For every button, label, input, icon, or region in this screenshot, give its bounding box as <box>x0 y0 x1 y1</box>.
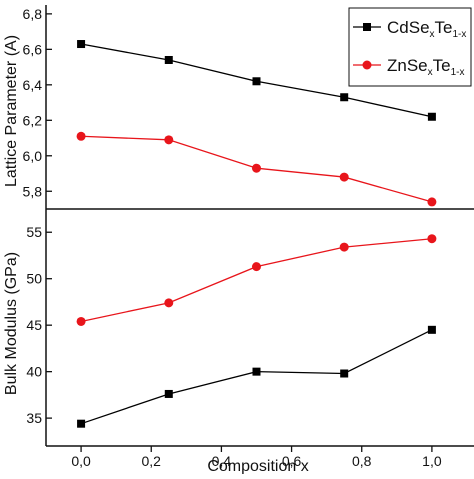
x-tick-label: 0,0 <box>71 453 91 469</box>
legend-series-1-label: CdSexTe1-x <box>387 18 466 40</box>
legend-series-2-label: ZnSexTe1-x <box>387 56 465 78</box>
lattice-y-axis-title: Lattice Parameter (A) <box>3 35 20 187</box>
bulk-y-tick-label: 40 <box>26 364 42 380</box>
bulk-series-1-line <box>80 329 433 425</box>
bulk-series-1-point <box>252 367 261 376</box>
lattice-series-1-point <box>77 40 86 49</box>
bulk-y-tick-label: 50 <box>26 271 42 287</box>
bulk-series-2-point <box>76 316 86 326</box>
lattice-series-2-point <box>164 135 174 145</box>
bulk-y-tick-label: 55 <box>26 224 42 240</box>
lattice-series-1-point <box>164 55 173 64</box>
bulk-series-2-point <box>339 242 349 252</box>
lattice-y-tick-label: 6,2 <box>23 112 43 128</box>
bulk-series-2-line <box>80 238 432 323</box>
bulk-series-1-point <box>164 389 173 398</box>
x-tick-label: 0,6 <box>282 453 302 469</box>
lattice-series-2-point <box>251 163 261 173</box>
bulk-series-1-point <box>427 325 436 334</box>
x-tick-label: 0,2 <box>142 453 162 469</box>
lattice-series-2-point <box>76 131 86 141</box>
lattice-series-1-point <box>427 112 436 121</box>
legend-series-2-marker <box>362 60 372 70</box>
x-axis-title: Composition x <box>207 458 308 474</box>
bulk-series-1-point <box>340 369 349 378</box>
bulk-y-tick-label: 45 <box>26 317 42 333</box>
lattice-series-2-point <box>339 172 349 182</box>
lattice-y-tick-label: 6,8 <box>23 6 43 22</box>
bulk-series-2-point <box>427 234 437 244</box>
bulk-series-2-point <box>251 262 261 272</box>
x-tick-label: 0,4 <box>212 453 232 469</box>
lattice-y-tick-label: 5,8 <box>23 183 43 199</box>
lattice-series-2-point <box>427 197 437 207</box>
lattice-series-1-point <box>252 77 261 86</box>
x-tick-label: 0,8 <box>352 453 372 469</box>
legend-box <box>348 7 472 87</box>
legend-series-1-marker <box>363 23 371 31</box>
lattice-y-tick-label: 6,4 <box>23 77 43 93</box>
bulk-y-axis-title: Bulk Modulus (GPa) <box>3 252 20 395</box>
x-tick-label: 1,0 <box>422 453 442 469</box>
bulk-y-tick-label: 35 <box>26 410 42 426</box>
bulk-series-1-point <box>77 419 86 428</box>
lattice-series-1-point <box>340 93 349 102</box>
bulk-series-2-point <box>164 298 174 308</box>
lattice-y-tick-label: 6,0 <box>23 148 43 164</box>
lattice-y-tick-label: 6,6 <box>23 41 43 57</box>
